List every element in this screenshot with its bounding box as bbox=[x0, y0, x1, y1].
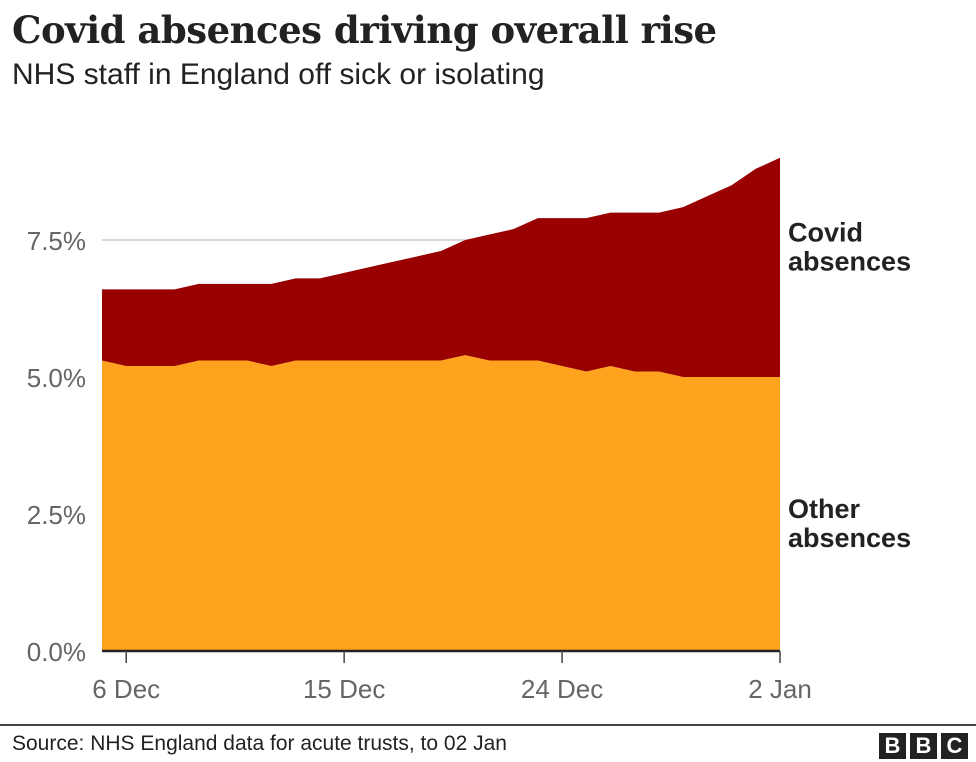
stacked-area-chart: 0.0%2.5%5.0%7.5%OtherabsencesCovidabsenc… bbox=[27, 157, 911, 704]
chart-subtitle: NHS staff in England off sick or isolati… bbox=[12, 58, 545, 91]
series-label: Covid bbox=[788, 217, 863, 247]
y-tick-label: 5.0% bbox=[27, 363, 86, 393]
source-note: Source: NHS England data for acute trust… bbox=[12, 732, 507, 755]
series-label: absences bbox=[788, 246, 911, 276]
x-tick-label: 24 Dec bbox=[521, 674, 603, 704]
y-tick-label: 2.5% bbox=[27, 500, 86, 530]
series-label: Other bbox=[788, 494, 861, 524]
y-tick-label: 0.0% bbox=[27, 637, 86, 667]
x-tick-label: 2 Jan bbox=[748, 674, 812, 704]
area-other-absences bbox=[102, 355, 780, 651]
bbc-logo: B B C bbox=[879, 733, 968, 759]
x-tick-label: 6 Dec bbox=[92, 674, 160, 704]
logo-letter: B bbox=[879, 733, 906, 759]
logo-letter: B bbox=[910, 733, 937, 759]
series-label: absences bbox=[788, 523, 911, 553]
chart-title: Covid absences driving overall rise bbox=[12, 8, 717, 52]
area-covid-absences bbox=[102, 157, 780, 377]
y-tick-label: 7.5% bbox=[27, 226, 86, 256]
footer-divider bbox=[0, 724, 976, 726]
x-tick-label: 15 Dec bbox=[303, 674, 385, 704]
logo-letter: C bbox=[941, 733, 968, 759]
